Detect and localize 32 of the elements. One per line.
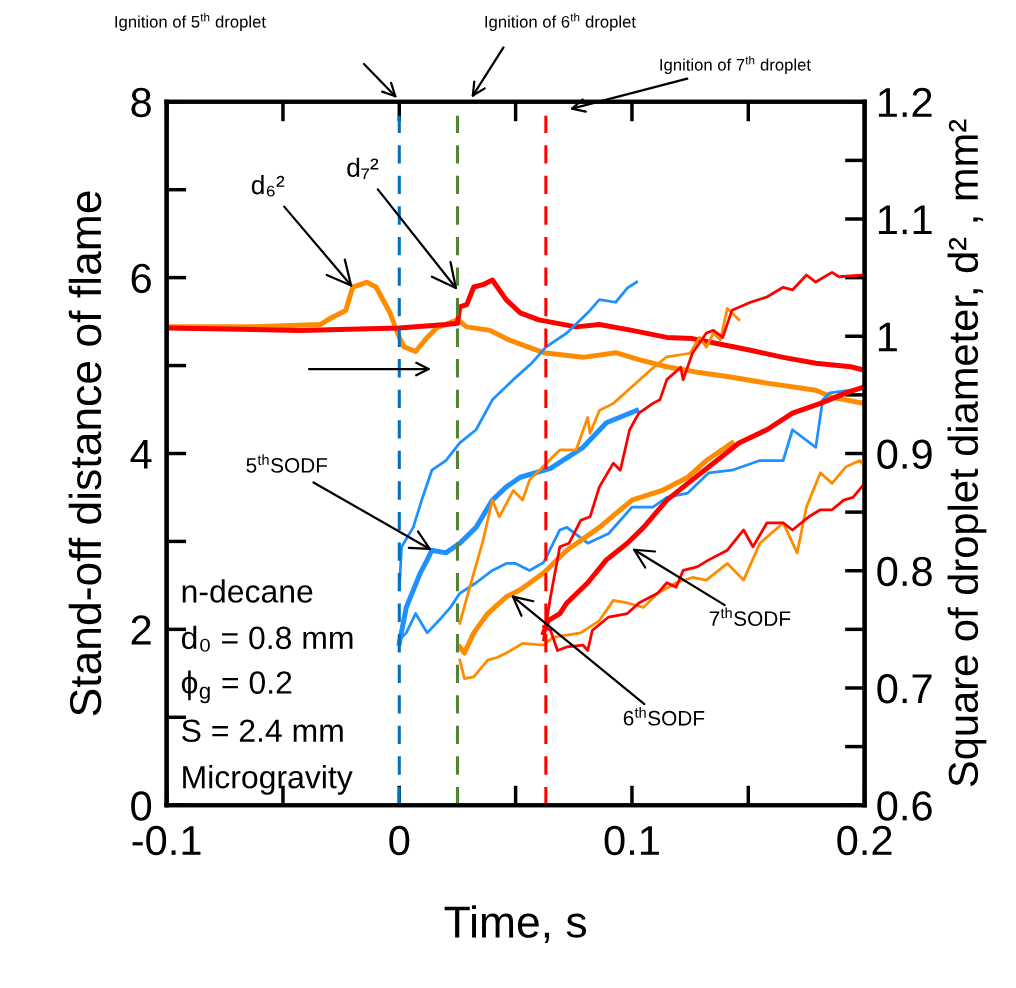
annotation: d₀ = 0.8 mm xyxy=(181,625,353,652)
y2-tick-label: 0.9 xyxy=(877,439,932,469)
y2-tick-label: 0.8 xyxy=(877,556,932,587)
annotation: ϕ$_{g}$ = 0.2 xyxy=(181,670,292,704)
y2-tick-label: 0.7 xyxy=(877,673,932,704)
y-tick-label: 0 xyxy=(131,791,152,821)
y-tick-label: 8 xyxy=(131,87,151,118)
annotation: 7$^{th}$SODF xyxy=(709,607,791,626)
text: Ignition of 5$^{th}$ droplet xyxy=(115,12,266,31)
y2-tick-label: 1.1 xyxy=(878,205,932,235)
annotation: d₇² xyxy=(347,157,379,180)
y2-axis-title: Square of droplet diameter, d² , mm² xyxy=(947,119,987,787)
y-axis-title: Stand-off distance of flame xyxy=(68,191,102,716)
x-tick-label: 0 xyxy=(389,825,410,856)
y-tick-label: 6 xyxy=(131,263,151,294)
x-tick-label: 0.2 xyxy=(837,825,892,856)
text: Ignition of 7$^{th}$ droplet xyxy=(660,55,811,74)
y2-tick-label: 1.2 xyxy=(878,87,932,117)
x-tick-label: -0.1 xyxy=(132,825,201,856)
annotation: 5$^{th}$SODF xyxy=(246,454,328,473)
annotation: S = 2.4 mm xyxy=(182,719,343,743)
annotation: Microgravity xyxy=(183,765,353,795)
y2-tick-label: 0.6 xyxy=(877,791,932,821)
annotation: d₆² xyxy=(251,175,285,197)
y-tick-label: 4 xyxy=(130,439,152,469)
y2-tick-label: 1 xyxy=(878,322,897,352)
y-tick-label: 2 xyxy=(131,615,151,645)
text: Ignition of 6$^{th}$ droplet xyxy=(485,12,636,31)
x-tick-label: 0.1 xyxy=(604,825,659,856)
x-axis-title: Time, s xyxy=(444,905,587,944)
annotation: n-decane xyxy=(182,579,313,603)
annotation: 6$^{th}$SODF xyxy=(623,707,705,726)
